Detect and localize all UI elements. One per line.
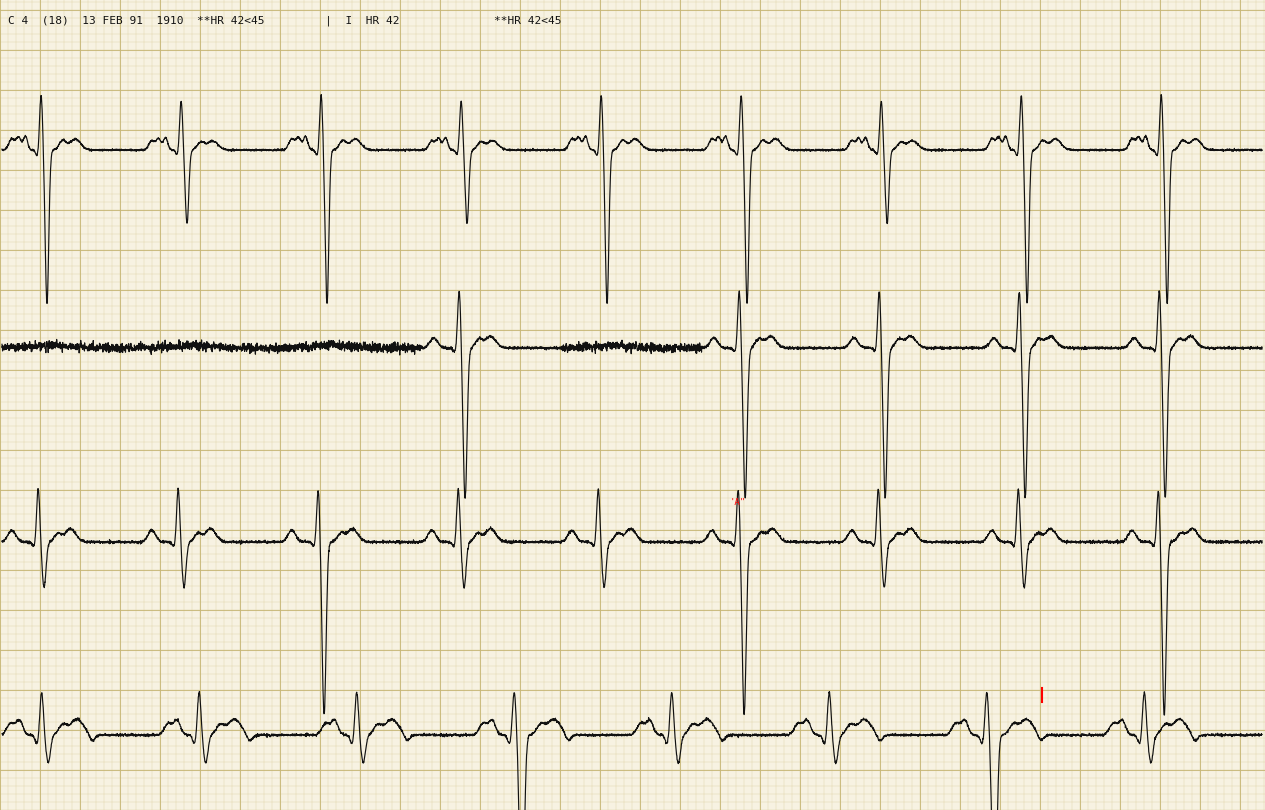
Text: 'A": 'A"	[730, 498, 746, 507]
Text: C 4  (18)  13 FEB 91  1910  **HR 42<45         |  I  HR 42              **HR 42<: C 4 (18) 13 FEB 91 1910 **HR 42<45 | I H…	[8, 15, 562, 25]
